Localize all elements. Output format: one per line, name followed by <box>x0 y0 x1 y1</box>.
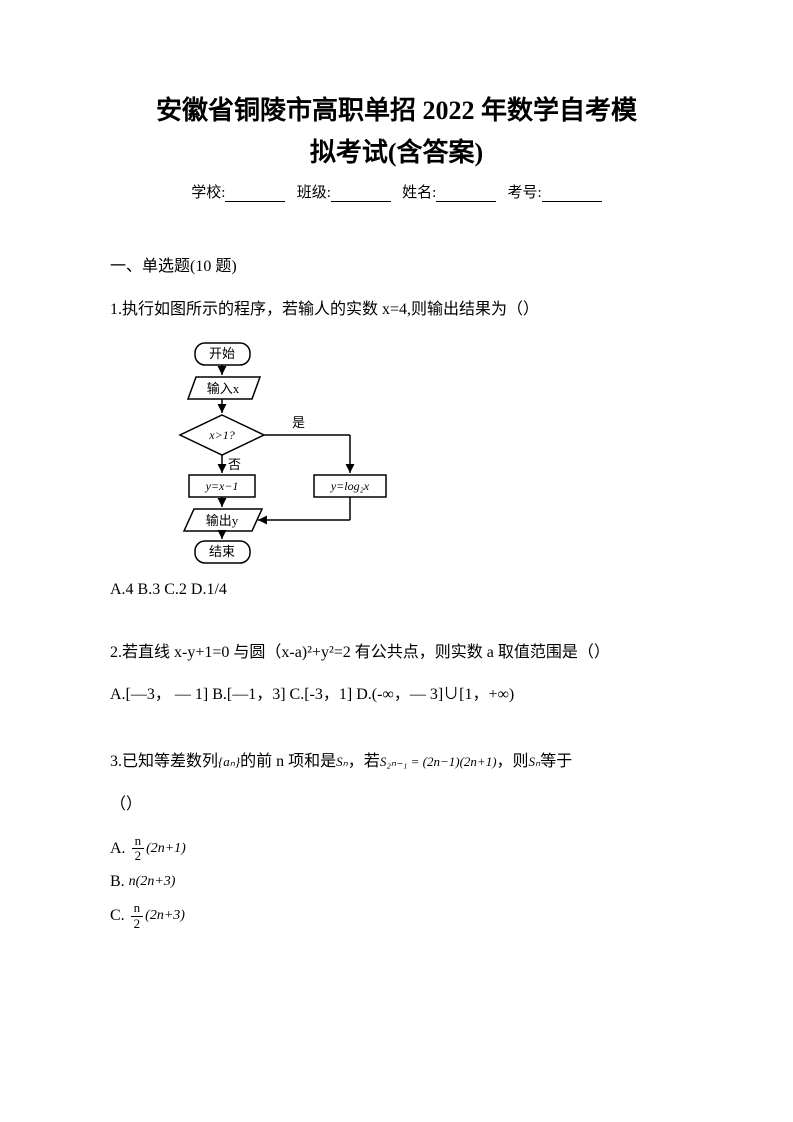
question-2: 2.若直线 x-y+1=0 与圆（x-a)²+y²=2 有公共点，则实数 a 取… <box>110 639 683 704</box>
q3-option-a: A. n 2 (2n+1) <box>110 834 683 864</box>
school-blank[interactable] <box>225 188 285 202</box>
q3-mid2: ，若 <box>348 753 380 770</box>
id-label: 考号: <box>508 185 542 201</box>
q3-option-b: B. n(2n+3) <box>110 873 683 891</box>
section-1-heading: 一、单选题(10 题) <box>110 252 683 276</box>
q3-a-num: n <box>132 834 145 849</box>
q2-options: A.[—3， — 1] B.[—1，3] C.[-3，1] D.(-∞，— 3]… <box>110 680 683 704</box>
svg-text:输入x: 输入x <box>207 381 240 396</box>
q3-prefix: 3.已知等差数列 <box>110 753 218 770</box>
name-blank[interactable] <box>436 188 496 202</box>
name-label: 姓名: <box>402 185 436 201</box>
svg-text:结束: 结束 <box>209 544 235 559</box>
q3-sn2: Sₙ <box>529 754 541 769</box>
question-1: 1.执行如图所示的程序，若输人的实数 x=4,则输出结果为（） 开始 输入x x… <box>110 296 683 599</box>
school-label: 学校: <box>191 185 225 201</box>
flowchart-svg: 开始 输入x x>1? 是 否 y=x−1 y=log₂x <box>140 337 410 569</box>
svg-text:是: 是 <box>292 415 305 430</box>
class-label: 班级: <box>297 185 331 201</box>
q3-a-frac: n 2 <box>132 834 145 864</box>
svg-text:y=log₂x: y=log₂x <box>330 479 370 493</box>
svg-text:y=x−1: y=x−1 <box>205 479 239 493</box>
info-blanks-row: 学校: 班级: 姓名: 考号: <box>110 181 683 202</box>
q1-text: 1.执行如图所示的程序，若输人的实数 x=4,则输出结果为（） <box>110 296 683 325</box>
q3-cond: S₂ₙ₋₁ = (2n−1)(2n+1) <box>380 754 497 769</box>
q3-seq: {aₙ} <box>218 754 240 769</box>
question-3: 3.已知等差数列{aₙ}的前 n 项和是Sₙ，若S₂ₙ₋₁ = (2n−1)(2… <box>110 744 683 931</box>
q3-b-label: B. <box>110 873 125 891</box>
q3-suffix: 等于 <box>540 753 572 770</box>
q3-paren: （） <box>110 791 683 820</box>
q3-c-den: 2 <box>131 917 144 931</box>
q3-option-c: C. n 2 (2n+3) <box>110 901 683 931</box>
class-blank[interactable] <box>331 188 391 202</box>
svg-text:输出y: 输出y <box>206 513 239 528</box>
exam-title: 安徽省铜陵市高职单招 2022 年数学自考模 拟考试(含答案) <box>110 90 683 173</box>
svg-text:x>1?: x>1? <box>208 428 234 442</box>
q3-c-label: C. <box>110 907 125 925</box>
q1-flowchart: 开始 输入x x>1? 是 否 y=x−1 y=log₂x <box>140 337 683 569</box>
q3-b-expr: n(2n+3) <box>129 874 176 890</box>
q1-options: A.4 B.3 C.2 D.1/4 <box>110 581 683 599</box>
q3-a-den: 2 <box>132 849 145 863</box>
q3-text: 3.已知等差数列{aₙ}的前 n 项和是Sₙ，若S₂ₙ₋₁ = (2n−1)(2… <box>110 744 683 779</box>
svg-text:否: 否 <box>228 457 241 472</box>
q3-c-num: n <box>131 901 144 916</box>
q3-mid1: 的前 n 项和是 <box>240 753 336 770</box>
q2-text: 2.若直线 x-y+1=0 与圆（x-a)²+y²=2 有公共点，则实数 a 取… <box>110 639 683 668</box>
q3-sn: Sₙ <box>336 754 348 769</box>
q3-c-frac: n 2 <box>131 901 144 931</box>
title-line-1: 安徽省铜陵市高职单招 2022 年数学自考模 <box>110 90 683 132</box>
q3-c-rest: (2n+3) <box>145 908 185 924</box>
q3-mid3: ，则 <box>497 753 529 770</box>
q3-a-rest: (2n+1) <box>146 841 186 857</box>
svg-text:开始: 开始 <box>209 346 235 361</box>
q3-a-label: A. <box>110 840 126 858</box>
id-blank[interactable] <box>542 188 602 202</box>
title-line-2: 拟考试(含答案) <box>110 132 683 174</box>
